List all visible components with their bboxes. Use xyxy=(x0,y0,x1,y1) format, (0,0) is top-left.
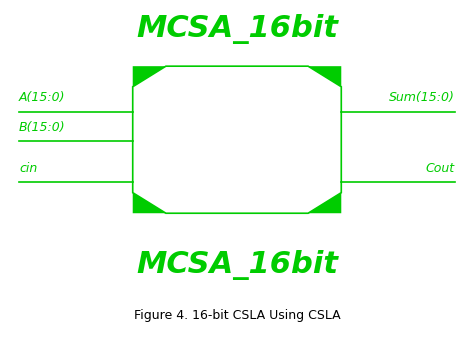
Text: Sum(15:0): Sum(15:0) xyxy=(389,91,455,104)
Text: cin: cin xyxy=(19,162,37,175)
Polygon shape xyxy=(133,66,166,87)
Polygon shape xyxy=(308,66,341,87)
Text: MCSA_16bit: MCSA_16bit xyxy=(136,14,338,44)
Text: MCSA_16bit: MCSA_16bit xyxy=(136,250,338,280)
Polygon shape xyxy=(133,193,166,213)
Text: B(15:0): B(15:0) xyxy=(19,121,65,134)
Text: Cout: Cout xyxy=(426,162,455,175)
Text: Figure 4. 16-bit CSLA Using CSLA: Figure 4. 16-bit CSLA Using CSLA xyxy=(134,309,340,322)
Polygon shape xyxy=(308,193,341,213)
Text: A(15:0): A(15:0) xyxy=(19,91,65,104)
